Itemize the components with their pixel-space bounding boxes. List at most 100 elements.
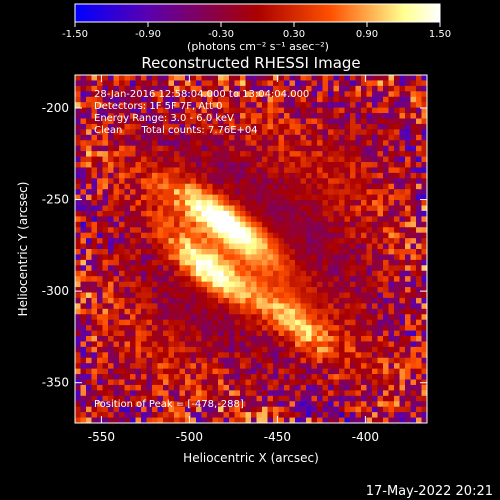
heatmap-cell (97, 167, 103, 174)
heatmap-cell (240, 216, 246, 223)
heatmap-cell (344, 107, 351, 114)
heatmap-cell (366, 276, 373, 283)
heatmap-cell (168, 374, 175, 380)
heatmap-cell (97, 178, 103, 185)
heatmap-cell (317, 363, 323, 370)
heatmap-cell (190, 368, 197, 375)
heatmap-cell (399, 346, 406, 353)
heatmap-cell (251, 259, 257, 266)
heatmap-cell (168, 156, 175, 163)
heatmap-cell (163, 379, 169, 386)
heatmap-cell (190, 270, 197, 277)
heatmap-cell (75, 249, 81, 255)
heatmap-cell (218, 368, 224, 375)
heatmap-cell (157, 384, 164, 391)
heatmap-cell (168, 363, 175, 370)
heatmap-cell (350, 336, 356, 342)
heatmap-cell (119, 292, 125, 299)
heatmap-cell (317, 265, 323, 272)
heatmap-cell (317, 80, 323, 87)
heatmap-cell (190, 297, 197, 304)
heatmap-cell (317, 384, 323, 391)
heatmap-cell (388, 276, 395, 283)
heatmap-cell (405, 346, 411, 353)
heatmap-cell (300, 75, 307, 81)
heatmap-cell (91, 167, 98, 174)
heatmap-cell (317, 123, 323, 130)
heatmap-cell (361, 308, 367, 315)
heatmap-cell (251, 319, 257, 326)
heatmap-cell (267, 140, 274, 147)
heatmap-cell (267, 265, 274, 272)
heatmap-cell (75, 254, 81, 261)
heatmap-cell (245, 259, 252, 266)
heatmap-cell (372, 384, 378, 391)
heatmap-cell (119, 238, 125, 244)
heatmap-cell (196, 341, 202, 348)
heatmap-cell (124, 194, 131, 201)
heatmap-cell (273, 243, 279, 250)
heatmap-cell (295, 91, 301, 98)
heatmap-cell (234, 102, 241, 109)
heatmap-cell (152, 221, 158, 228)
heatmap-cell (223, 216, 230, 223)
heatmap-cell (201, 265, 208, 272)
heatmap-cell (251, 336, 257, 342)
heatmap-cell (421, 330, 427, 337)
heatmap-cell (262, 346, 268, 353)
heatmap-cell (284, 249, 290, 255)
heatmap-cell (245, 216, 252, 223)
heatmap-cell (399, 189, 406, 196)
heatmap-cell (410, 123, 417, 130)
heatmap-cell (146, 368, 153, 375)
heatmap-cell (317, 221, 323, 228)
heatmap-cell (377, 183, 384, 190)
heatmap-cell (245, 292, 252, 299)
heatmap-cell (311, 183, 318, 190)
heatmap-cell (223, 118, 230, 125)
heatmap-cell (240, 140, 246, 147)
heatmap-cell (190, 417, 197, 423)
heatmap-cell (267, 357, 274, 364)
heatmap-cell (405, 238, 411, 244)
heatmap-cell (234, 368, 241, 375)
heatmap-cell (168, 287, 175, 293)
heatmap-cell (306, 113, 312, 119)
heatmap-cell (355, 249, 362, 255)
heatmap-cell (295, 96, 301, 103)
heatmap-cell (201, 183, 208, 190)
heatmap-cell (130, 368, 136, 375)
heatmap-cell (256, 145, 263, 152)
heatmap-cell (273, 417, 279, 423)
heatmap-cell (410, 183, 417, 190)
heatmap-cell (388, 140, 395, 147)
heatmap-cell (102, 183, 109, 190)
heatmap-cell (163, 406, 169, 413)
heatmap-cell (300, 417, 307, 423)
heatmap-cell (355, 357, 362, 364)
heatmap-cell (179, 189, 186, 196)
heatmap-cell (350, 113, 356, 119)
heatmap-cell (333, 265, 340, 272)
heatmap-cell (135, 276, 142, 283)
heatmap-cell (273, 91, 279, 98)
heatmap-cell (86, 401, 92, 408)
heatmap-cell (201, 276, 208, 283)
heatmap-cell (355, 167, 362, 174)
heatmap-cell (372, 145, 378, 152)
heatmap-cell (163, 259, 169, 266)
heatmap-cell (339, 287, 345, 293)
heatmap-cell (108, 292, 114, 299)
heatmap-cell (388, 292, 395, 299)
heatmap-cell (97, 134, 103, 141)
heatmap-cell (416, 254, 422, 261)
heatmap-cell (146, 178, 153, 185)
heatmap-cell (130, 167, 136, 174)
heatmap-cell (80, 336, 87, 342)
heatmap-cell (119, 102, 125, 109)
heatmap-cell (174, 167, 180, 174)
heatmap-cell (141, 314, 147, 321)
heatmap-cell (267, 379, 274, 386)
heatmap-cell (377, 249, 384, 255)
